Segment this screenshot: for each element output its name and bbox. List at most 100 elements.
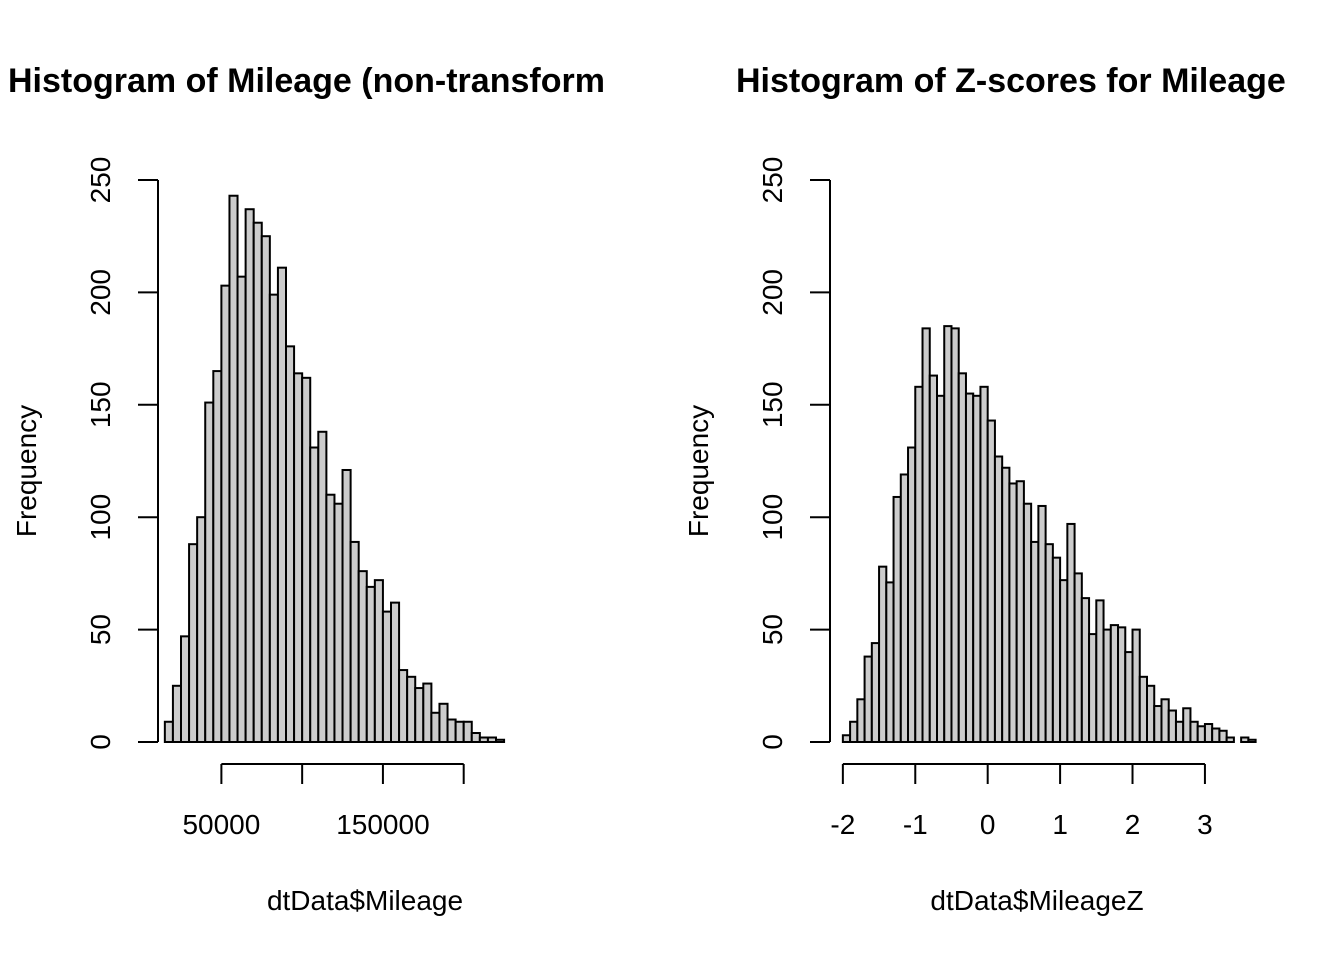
histogram-bar: [1211, 727, 1221, 744]
histogram-bar: [892, 495, 902, 743]
x-tick-label: 50000: [182, 809, 260, 840]
histogram-bar: [260, 235, 271, 743]
histogram-bar: [1022, 502, 1033, 743]
histogram-bar: [986, 419, 996, 743]
histogram-bar: [1088, 633, 1098, 744]
histogram-bar: [446, 718, 457, 744]
histogram-bar: [333, 502, 344, 743]
histogram-bar: [293, 372, 304, 743]
histogram-bar: [921, 327, 931, 743]
chart-title: Histogram of Z-scores for Mileage: [736, 62, 1286, 100]
histogram-bar: [899, 473, 910, 743]
histogram-bar: [1182, 707, 1192, 744]
histogram-bar: [309, 446, 320, 743]
histogram-bar: [406, 675, 417, 743]
histogram-bar: [285, 345, 296, 743]
histogram-bar: [907, 446, 917, 743]
histogram-bar: [430, 711, 441, 744]
histogram-bar: [1153, 705, 1163, 743]
y-tick-label: 100: [757, 494, 788, 541]
histogram-bar: [495, 738, 506, 744]
histogram-bar: [950, 327, 960, 743]
x-tick-label: 1: [1052, 809, 1068, 840]
histogram-bar: [1095, 599, 1105, 743]
histogram-bar: [390, 601, 401, 744]
histogram-bar: [863, 655, 873, 743]
histogram-bar: [1146, 684, 1156, 743]
histogram-bar: [349, 540, 360, 743]
histogram-bar: [1203, 723, 1214, 743]
histogram-bar: [957, 372, 967, 743]
histogram-bar: [1225, 736, 1235, 744]
y-tick-label: 150: [757, 381, 788, 428]
histogram-bar: [1160, 698, 1170, 744]
histogram-bar: [422, 682, 433, 743]
x-tick-label: 2: [1125, 809, 1141, 840]
histogram-panel-1: Histogram of Mileage (non-transform 0 50 10…: [8, 62, 605, 916]
histogram-bar: [276, 266, 287, 743]
histogram-bar: [841, 734, 852, 743]
histogram-bar: [268, 293, 279, 743]
x-tick-label: 150000: [336, 809, 429, 840]
x-axis-label: dtData$MileageZ: [930, 885, 1143, 916]
histogram-bar: [1240, 736, 1250, 744]
histogram-bar: [486, 736, 497, 744]
y-tick-label: 200: [757, 269, 788, 316]
histogram-bar: [381, 610, 392, 744]
histogram-bar: [373, 579, 384, 743]
histogram-bar: [979, 385, 989, 743]
histogram-bar: [1015, 480, 1025, 743]
histogram-bar: [462, 720, 473, 744]
histogram-bar: [936, 394, 946, 743]
histogram-bar: [1131, 628, 1141, 743]
histogram-bar: [878, 565, 888, 743]
histogram-bar: [1066, 522, 1076, 743]
histogram-bar: [357, 570, 368, 743]
x-tick-label: 0: [980, 809, 996, 840]
y-tick-label: 150: [85, 381, 116, 428]
histogram-bar: [236, 275, 247, 743]
histogram-bar: [414, 687, 425, 743]
histogram-bar: [914, 385, 924, 743]
histogram-bar: [1051, 556, 1062, 743]
histogram-bar: [1247, 738, 1257, 744]
histogram-bar: [220, 284, 231, 743]
histogram-bar: [1059, 579, 1069, 743]
histogram-bar: [1044, 543, 1054, 744]
histogram-bar: [1030, 540, 1040, 743]
histogram-bar: [341, 468, 352, 743]
histogram-bar: [1109, 624, 1120, 743]
histogram-bar: [438, 702, 449, 743]
histogram-bar: [454, 720, 465, 744]
y-tick-label: 0: [85, 734, 116, 750]
histogram-bar: [1073, 572, 1083, 744]
y-axis-label: Frequency: [11, 405, 42, 537]
x-tick-label: -1: [903, 809, 928, 840]
y-tick-label: 100: [85, 494, 116, 541]
histogram-bar: [204, 401, 215, 743]
histogram-bar: [478, 736, 489, 744]
histogram-bar: [244, 208, 255, 743]
histogram-bar: [856, 698, 866, 744]
histogram-bar: [325, 493, 336, 743]
histogram-panel-2: Histogram of Z-scores for Mileage 0 50 100 1…: [683, 62, 1286, 916]
histogram-bar: [1124, 651, 1134, 744]
histogram-bar: [1196, 725, 1206, 743]
histogram-bar: [171, 684, 183, 743]
histogram-bar: [188, 543, 199, 744]
histogram-bar: [1174, 720, 1185, 744]
histogram-bar: [993, 455, 1004, 743]
histogram-bar: [870, 642, 881, 744]
histogram-bar: [252, 221, 263, 744]
histogram-bar: [470, 732, 481, 743]
histogram-bar: [1037, 504, 1047, 743]
histogram-bar: [1189, 720, 1199, 744]
y-tick-label: 50: [757, 614, 788, 645]
histogram-bar: [317, 430, 328, 743]
y-tick-label: 50: [85, 614, 116, 645]
histogram-bar: [964, 392, 975, 743]
histogram-bar: [1008, 482, 1018, 743]
histogram-bar: [163, 720, 174, 744]
y-axis-label: Frequency: [683, 405, 714, 537]
